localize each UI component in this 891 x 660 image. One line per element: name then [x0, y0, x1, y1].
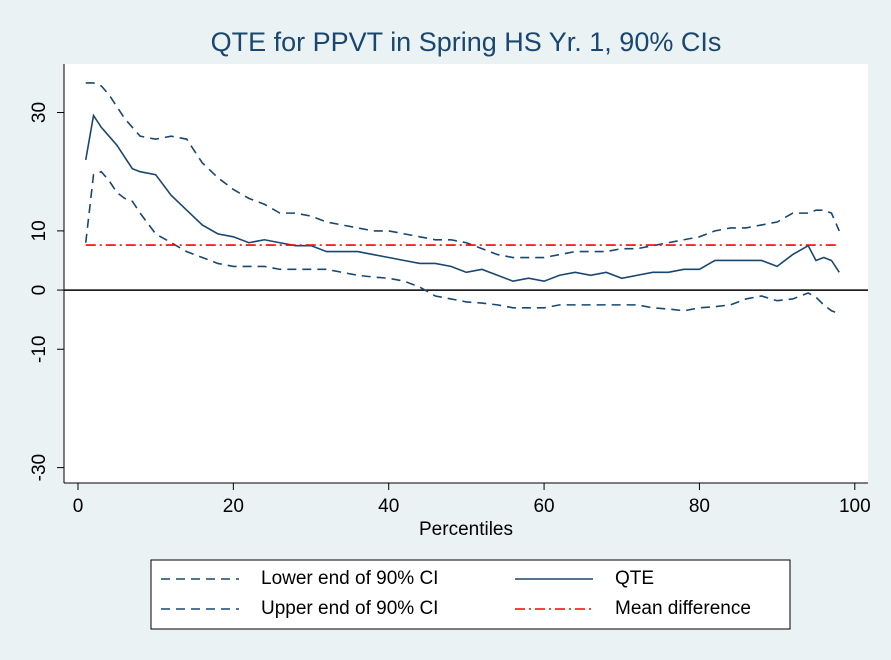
series-line: [84, 113, 840, 283]
legend-label: Mean difference: [615, 598, 751, 619]
x-tick-label: 40: [378, 496, 399, 517]
legend-label: Upper end of 90% CI: [261, 598, 438, 619]
x-tick-label: 60: [533, 496, 554, 517]
chart-title: QTE for PPVT in Spring HS Yr. 1, 90% CIs: [211, 27, 722, 57]
legend: [150, 559, 791, 630]
x-tick-label: 20: [223, 496, 244, 517]
series-line: [84, 170, 840, 315]
x-tick-label: 0: [73, 496, 84, 517]
y-tick-label: 10: [29, 220, 50, 241]
x-tick-label: 80: [689, 496, 710, 517]
legend-label: Lower end of 90% CI: [261, 568, 438, 589]
y-tick-label: -10: [29, 336, 50, 363]
x-axis-label: Percentiles: [419, 519, 513, 540]
x-tick-label: 100: [839, 496, 871, 517]
plot-area: [64, 64, 868, 483]
y-tick-label: 0: [29, 285, 50, 296]
y-tick-label: -30: [29, 454, 50, 481]
series-line: [85, 82, 840, 259]
legend-label: QTE: [615, 568, 654, 589]
y-tick-label: 30: [29, 102, 50, 123]
